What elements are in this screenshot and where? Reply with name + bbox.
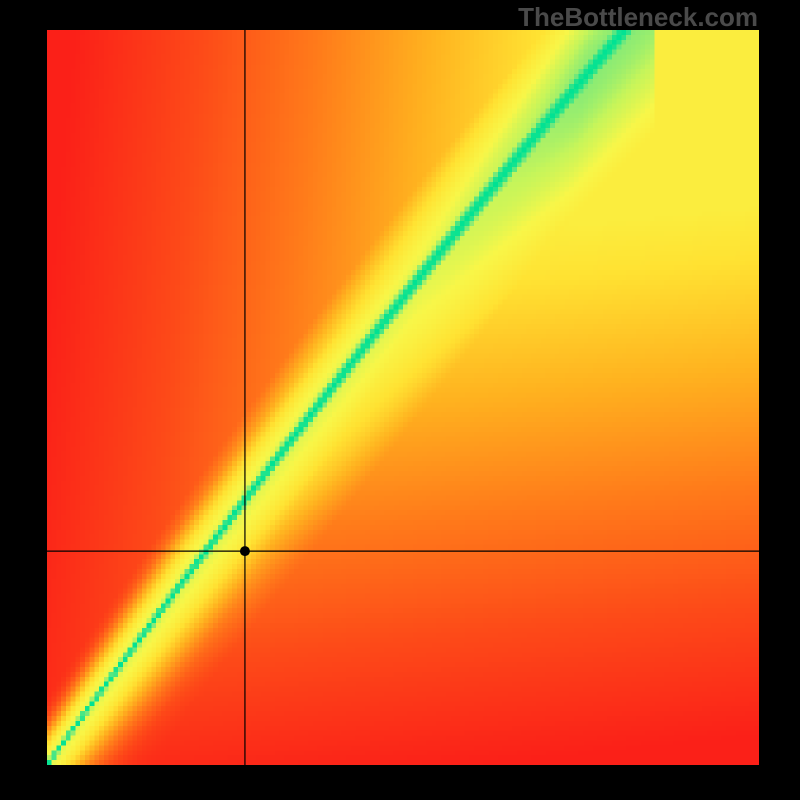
heatmap-canvas bbox=[47, 30, 759, 765]
watermark-text: TheBottleneck.com bbox=[518, 2, 758, 33]
chart-container: TheBottleneck.com bbox=[0, 0, 800, 800]
